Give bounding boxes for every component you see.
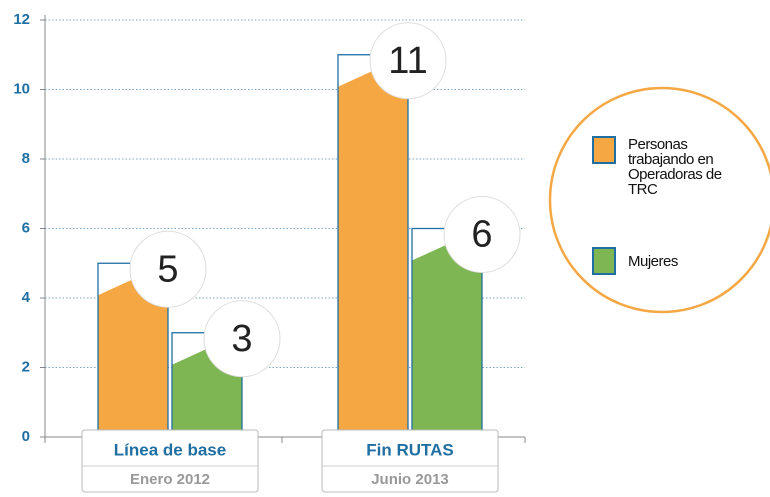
category-box [81, 429, 259, 493]
legend-label: Personas trabajando en Operadoras de TRC [628, 136, 722, 198]
y-tick-label: 6 [22, 219, 30, 236]
y-tick-label: 2 [22, 358, 30, 375]
legend-frame [548, 86, 770, 314]
y-tick-label: 12 [13, 11, 30, 28]
bar [98, 263, 168, 437]
data-label: 5 [157, 248, 178, 290]
y-tick-label: 8 [22, 150, 30, 167]
legend-swatch [592, 136, 616, 164]
y-tick-label: 10 [13, 80, 30, 97]
data-label: 11 [388, 40, 427, 82]
data-label: 3 [231, 318, 252, 360]
x-tick-sublabel: Junio 2013 [371, 471, 449, 488]
x-tick-label: Fin RUTAS [366, 440, 454, 459]
value-badge [129, 230, 207, 308]
category-box [321, 429, 499, 493]
x-tick-sublabel: Enero 2012 [130, 471, 210, 488]
value-badge [369, 22, 447, 100]
legend-label: Mujeres [628, 253, 678, 270]
legend-swatch [592, 247, 616, 275]
value-badge [203, 300, 281, 378]
y-tick-label: 4 [22, 289, 31, 306]
x-tick-label: Línea de base [114, 440, 226, 459]
bar [338, 54, 408, 437]
data-label: 6 [471, 214, 492, 256]
y-tick-label: 0 [22, 428, 30, 445]
value-badge [443, 196, 521, 273]
bar [412, 228, 482, 437]
